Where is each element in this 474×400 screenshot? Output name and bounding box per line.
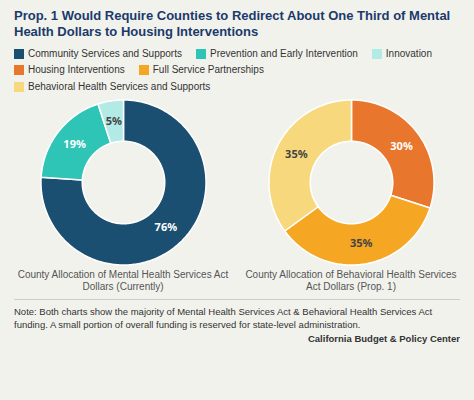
html-text:Innovation: Innovation [385,48,432,59]
html-text:Note: Both charts show the maj: Note: Both charts show the majority of M… [14,306,433,330]
html-text:Prop. 1 Would Require Counties: Prop. 1 Would Require Counties to Redire… [14,8,451,39]
html-text:Community Services and Support: Community Services and Supports [28,48,182,59]
html-text:Behavioral Health Services and: Behavioral Health Services and Supports [28,81,211,92]
html-text:County Allocation of Mental He: County Allocation of Mental Health Servi… [17,269,229,292]
svg-text:5%: 5% [106,113,122,128]
svg-text:35%: 35% [285,146,308,161]
svg-text:30%: 30% [390,138,413,153]
html-text:California Budget & Policy Cen: California Budget & Policy Center [308,333,460,344]
svg-text:19%: 19% [63,136,86,151]
html-text:Housing Interventions: Housing Interventions [28,64,125,75]
svg-text:35%: 35% [350,235,373,250]
html-text:County Allocation of Behaviora: County Allocation of Behavioral Health S… [245,269,457,292]
svg-text:76%: 76% [155,219,178,234]
html-text:Full Service Partnerships: Full Service Partnerships [152,64,264,75]
html-text:Prevention and Early Intervent: Prevention and Early Intervention [210,48,358,59]
